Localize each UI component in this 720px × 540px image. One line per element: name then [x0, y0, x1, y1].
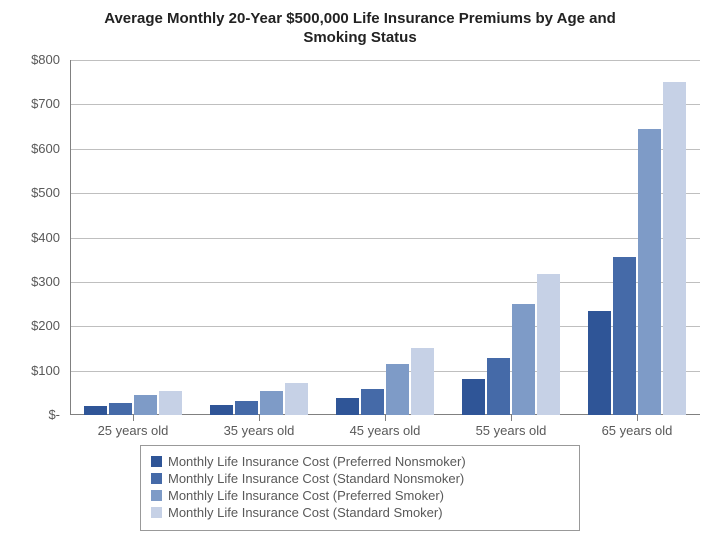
- gridline: [70, 282, 700, 283]
- legend-label: Monthly Life Insurance Cost (Standard Sm…: [168, 505, 443, 520]
- gridline: [70, 149, 700, 150]
- y-tick-label: $300: [10, 274, 60, 289]
- y-tick-label: $800: [10, 52, 60, 67]
- bar: [235, 401, 258, 415]
- bar: [361, 389, 384, 415]
- x-axis-label: 65 years old: [574, 423, 700, 438]
- bar: [462, 379, 485, 415]
- legend-swatch: [151, 507, 162, 518]
- legend-swatch: [151, 456, 162, 467]
- legend: Monthly Life Insurance Cost (Preferred N…: [140, 445, 580, 531]
- y-tick-label: $100: [10, 363, 60, 378]
- x-axis-label: 55 years old: [448, 423, 574, 438]
- legend-item: Monthly Life Insurance Cost (Preferred N…: [151, 454, 569, 469]
- bar: [411, 348, 434, 415]
- bar: [84, 406, 107, 415]
- bar: [537, 274, 560, 415]
- legend-item: Monthly Life Insurance Cost (Preferred S…: [151, 488, 569, 503]
- plot-area: [70, 60, 700, 415]
- y-axis-line: [70, 60, 71, 415]
- bar: [386, 364, 409, 415]
- y-tick-label: $700: [10, 96, 60, 111]
- legend-label: Monthly Life Insurance Cost (Preferred S…: [168, 488, 444, 503]
- y-tick-label: $500: [10, 185, 60, 200]
- chart-title-line2: Smoking Status: [303, 29, 416, 46]
- bar: [109, 403, 132, 415]
- gridline: [70, 193, 700, 194]
- legend-label: Monthly Life Insurance Cost (Preferred N…: [168, 454, 466, 469]
- bar: [285, 383, 308, 415]
- bar: [613, 257, 636, 415]
- gridline: [70, 238, 700, 239]
- chart-container: Average Monthly 20-Year $500,000 Life In…: [0, 0, 720, 540]
- bar: [336, 398, 359, 415]
- bar: [159, 391, 182, 415]
- x-tick-mark: [385, 415, 386, 421]
- chart-title-line1: Average Monthly 20-Year $500,000 Life In…: [104, 10, 616, 27]
- gridline: [70, 104, 700, 105]
- x-tick-mark: [511, 415, 512, 421]
- bar: [588, 311, 611, 415]
- bar: [210, 405, 233, 415]
- y-tick-label: $200: [10, 318, 60, 333]
- y-tick-label: $600: [10, 141, 60, 156]
- bar: [260, 391, 283, 415]
- gridline: [70, 60, 700, 61]
- y-tick-label: $400: [10, 230, 60, 245]
- legend-item: Monthly Life Insurance Cost (Standard Sm…: [151, 505, 569, 520]
- x-axis-label: 25 years old: [70, 423, 196, 438]
- legend-swatch: [151, 490, 162, 501]
- x-axis-label: 45 years old: [322, 423, 448, 438]
- x-tick-mark: [133, 415, 134, 421]
- bar: [663, 82, 686, 415]
- bar: [134, 395, 157, 415]
- x-tick-mark: [259, 415, 260, 421]
- legend-swatch: [151, 473, 162, 484]
- y-tick-label: $-: [10, 407, 60, 422]
- bar: [487, 358, 510, 415]
- x-axis-label: 35 years old: [196, 423, 322, 438]
- legend-item: Monthly Life Insurance Cost (Standard No…: [151, 471, 569, 486]
- x-tick-mark: [637, 415, 638, 421]
- x-axis-labels: 25 years old35 years old45 years old55 y…: [70, 423, 700, 438]
- legend-label: Monthly Life Insurance Cost (Standard No…: [168, 471, 464, 486]
- chart-title: Average Monthly 20-Year $500,000 Life In…: [0, 10, 720, 48]
- bar: [512, 304, 535, 415]
- bar: [638, 129, 661, 415]
